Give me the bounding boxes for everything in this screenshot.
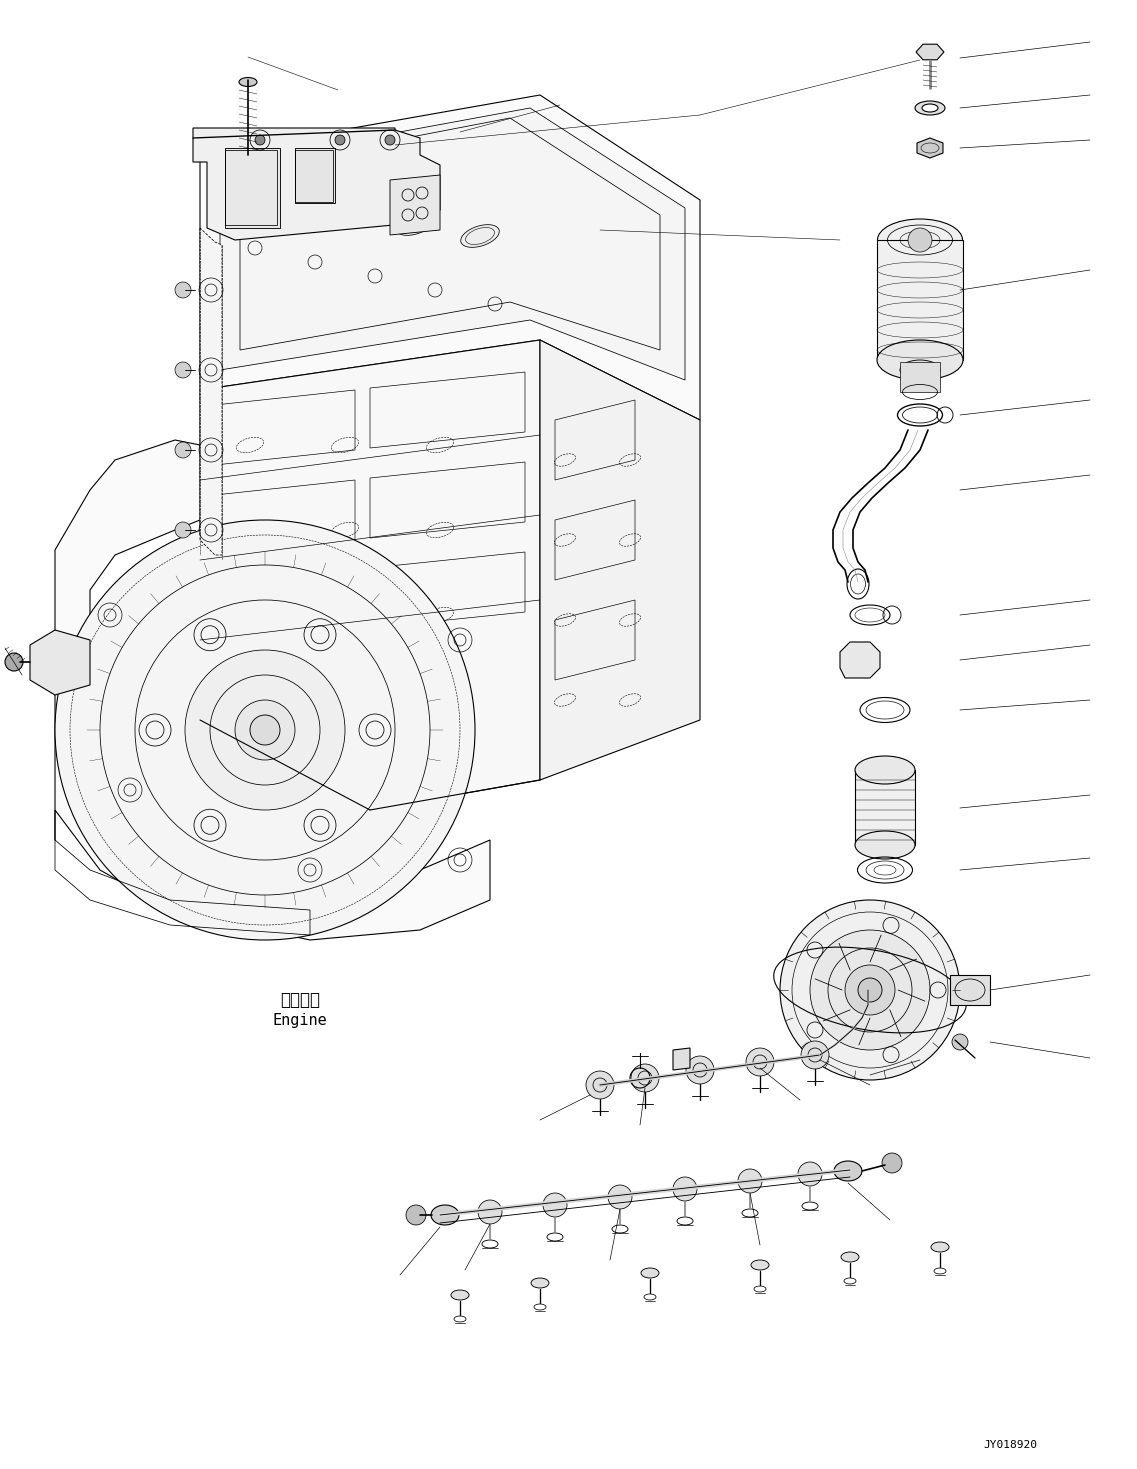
Bar bbox=[294, 148, 335, 203]
Polygon shape bbox=[918, 138, 943, 159]
Circle shape bbox=[631, 1064, 659, 1091]
Ellipse shape bbox=[266, 188, 305, 212]
Circle shape bbox=[810, 930, 930, 1050]
Bar bbox=[225, 150, 277, 225]
Circle shape bbox=[175, 282, 191, 298]
Polygon shape bbox=[219, 109, 684, 380]
Circle shape bbox=[235, 701, 294, 759]
Bar bbox=[855, 770, 915, 845]
Ellipse shape bbox=[641, 1268, 659, 1278]
Circle shape bbox=[686, 1056, 714, 1084]
Circle shape bbox=[185, 649, 345, 809]
Polygon shape bbox=[193, 128, 440, 239]
Circle shape bbox=[5, 654, 23, 671]
Circle shape bbox=[175, 521, 191, 538]
Polygon shape bbox=[200, 339, 540, 809]
Ellipse shape bbox=[841, 1252, 858, 1262]
Ellipse shape bbox=[835, 1161, 862, 1181]
Circle shape bbox=[255, 135, 265, 145]
Ellipse shape bbox=[855, 757, 915, 784]
Circle shape bbox=[608, 1185, 632, 1209]
Circle shape bbox=[746, 1047, 774, 1075]
Polygon shape bbox=[200, 228, 222, 555]
Polygon shape bbox=[390, 175, 440, 235]
Text: Engine: Engine bbox=[273, 1012, 327, 1027]
Circle shape bbox=[55, 520, 475, 940]
Circle shape bbox=[406, 1205, 426, 1225]
Circle shape bbox=[673, 1177, 697, 1202]
Bar bbox=[225, 148, 280, 228]
Ellipse shape bbox=[239, 78, 257, 87]
Bar bbox=[877, 239, 963, 360]
Circle shape bbox=[250, 715, 280, 745]
Text: JY018920: JY018920 bbox=[984, 1440, 1037, 1450]
Ellipse shape bbox=[370, 138, 410, 163]
Ellipse shape bbox=[901, 360, 940, 380]
Ellipse shape bbox=[752, 1260, 769, 1271]
Ellipse shape bbox=[931, 1241, 949, 1252]
Circle shape bbox=[780, 900, 960, 1080]
Polygon shape bbox=[673, 1047, 690, 1069]
Polygon shape bbox=[840, 642, 880, 679]
Ellipse shape bbox=[531, 1278, 549, 1288]
Bar bbox=[294, 150, 333, 203]
Ellipse shape bbox=[451, 1290, 468, 1300]
Circle shape bbox=[543, 1193, 567, 1216]
Polygon shape bbox=[30, 630, 90, 695]
Polygon shape bbox=[55, 441, 490, 940]
Circle shape bbox=[335, 135, 345, 145]
Circle shape bbox=[798, 1162, 822, 1185]
Polygon shape bbox=[540, 339, 700, 780]
Ellipse shape bbox=[922, 104, 938, 112]
Ellipse shape bbox=[431, 1205, 459, 1225]
Ellipse shape bbox=[396, 213, 434, 235]
Circle shape bbox=[800, 1042, 829, 1069]
Polygon shape bbox=[916, 44, 944, 60]
Polygon shape bbox=[200, 95, 700, 420]
Circle shape bbox=[175, 442, 191, 458]
Circle shape bbox=[738, 1169, 762, 1193]
Circle shape bbox=[377, 129, 402, 154]
Ellipse shape bbox=[877, 339, 963, 380]
Circle shape bbox=[478, 1200, 503, 1224]
Ellipse shape bbox=[915, 101, 945, 115]
Circle shape bbox=[175, 361, 191, 378]
Circle shape bbox=[952, 1034, 968, 1050]
Bar bbox=[901, 361, 940, 392]
Ellipse shape bbox=[855, 831, 915, 859]
Ellipse shape bbox=[460, 225, 499, 247]
Circle shape bbox=[385, 135, 395, 145]
Bar bbox=[951, 975, 990, 1005]
Circle shape bbox=[858, 978, 882, 1002]
Circle shape bbox=[908, 228, 932, 253]
Circle shape bbox=[586, 1071, 614, 1099]
Text: エンジン: エンジン bbox=[280, 992, 319, 1009]
Circle shape bbox=[882, 1153, 902, 1174]
Ellipse shape bbox=[331, 201, 370, 223]
Circle shape bbox=[845, 965, 895, 1015]
Ellipse shape bbox=[878, 219, 963, 261]
